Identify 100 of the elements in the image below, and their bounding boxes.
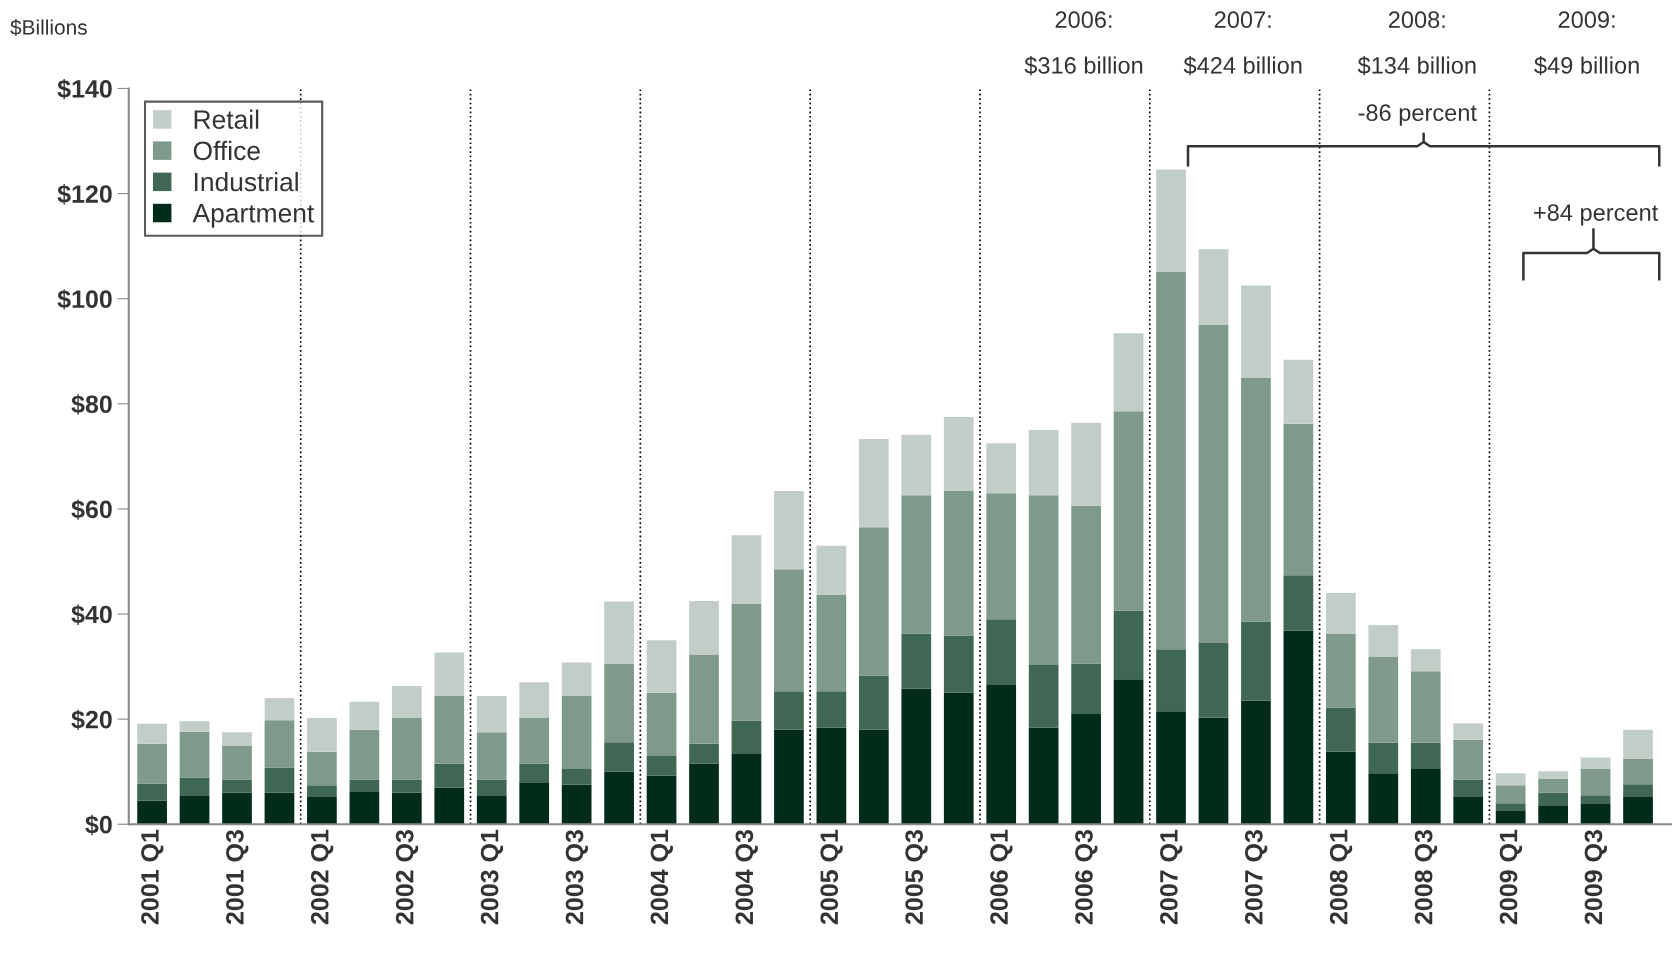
bar: [1325, 633, 1356, 708]
bar: [1580, 769, 1611, 796]
x-tick-label: 2006 Q3: [1075, 830, 1098, 925]
bar: [604, 771, 634, 825]
y-tick-label: $120: [57, 184, 112, 205]
text: $316 billion: [1024, 56, 1143, 76]
bar: [1028, 430, 1059, 496]
bar: [222, 792, 252, 825]
bar: [434, 695, 465, 764]
x-tick-label: 2002 Q1: [310, 829, 334, 925]
bar: [391, 718, 422, 780]
text: 2009:: [1558, 11, 1615, 29]
y-tick-label: $60: [71, 499, 112, 520]
bar: [1495, 811, 1526, 825]
bar: [1623, 784, 1653, 797]
bar: [1028, 727, 1059, 825]
bar: [774, 569, 804, 692]
text: $134 billion: [1357, 56, 1476, 76]
bar: [561, 769, 592, 785]
bar: [858, 527, 889, 676]
bar: [816, 595, 847, 692]
bar: [1580, 803, 1611, 825]
bar: [1538, 779, 1568, 793]
bar: [519, 717, 550, 764]
y-tick-label: $0: [85, 814, 112, 836]
bar: [1113, 333, 1144, 412]
bar: [1198, 249, 1229, 325]
bar: [646, 640, 677, 693]
bar: [1071, 422, 1101, 506]
bar: [1241, 285, 1271, 378]
bar: [986, 619, 1017, 685]
bar: [476, 732, 507, 780]
bar: [137, 783, 167, 801]
legend-label: Industrial: [194, 171, 298, 192]
bar: [816, 727, 847, 825]
bar: [816, 691, 847, 728]
bar: [264, 720, 295, 768]
bar: [1495, 785, 1526, 804]
bar: [434, 763, 465, 788]
bar: [391, 686, 422, 719]
bar: [943, 416, 974, 492]
bar: [1325, 751, 1356, 825]
bar: [1538, 805, 1568, 825]
bar: [646, 755, 677, 776]
bar: [689, 654, 719, 744]
bar: [943, 635, 974, 693]
bar: [1198, 717, 1229, 825]
bar: [264, 698, 295, 721]
bar: [391, 779, 422, 793]
bar: [434, 652, 465, 696]
bar: [307, 718, 337, 752]
bar: [1071, 713, 1101, 825]
bar: [731, 753, 762, 825]
annotation: -86 percent: [1358, 104, 1477, 126]
bar: [1156, 649, 1186, 712]
y-axis-title: $Billions: [10, 19, 87, 36]
bar: [1156, 169, 1186, 272]
x-tick-label: 2004 Q1: [650, 829, 673, 925]
bar: [1113, 610, 1144, 680]
bar: [264, 767, 295, 793]
x-tick-label: 2009 Q1: [1499, 829, 1523, 925]
bar: [901, 688, 932, 825]
bar: [222, 779, 252, 793]
bar: [1538, 792, 1568, 806]
bar: [1028, 665, 1059, 728]
annotation: +84 percent: [1534, 204, 1659, 226]
bar: [349, 779, 380, 792]
text: 2008:: [1388, 11, 1445, 29]
x-tick-label: 2001 Q1: [141, 829, 164, 925]
bar: [1495, 803, 1526, 812]
bar: [986, 443, 1017, 494]
y-tick-label: $40: [71, 604, 112, 625]
bar: [858, 729, 889, 825]
bar: [561, 784, 592, 825]
x-tick-label: 2009 Q3: [1584, 830, 1607, 925]
bar: [1198, 642, 1229, 718]
bar: [349, 729, 380, 780]
bar: [1368, 773, 1399, 825]
bar: [1156, 271, 1186, 650]
bar: [137, 743, 167, 784]
bar: [222, 745, 252, 780]
bar: [1071, 663, 1101, 714]
text: $424 billion: [1183, 56, 1302, 76]
bar: [731, 603, 762, 721]
bar: [264, 792, 295, 825]
bar: [1325, 593, 1356, 634]
x-tick-label: 2003 Q3: [565, 830, 589, 925]
bar: [646, 692, 677, 756]
bar: [858, 675, 889, 730]
y-tick-label: $80: [71, 394, 112, 415]
bar: [307, 796, 337, 825]
bar: [1283, 359, 1314, 424]
bar: [519, 782, 550, 825]
text: $49 billion: [1534, 56, 1639, 76]
bar: [1623, 729, 1653, 760]
bar: [1368, 625, 1399, 657]
bar: [1283, 575, 1314, 631]
bar: [646, 775, 677, 825]
bar: [1580, 795, 1611, 804]
bar: [1495, 773, 1526, 786]
